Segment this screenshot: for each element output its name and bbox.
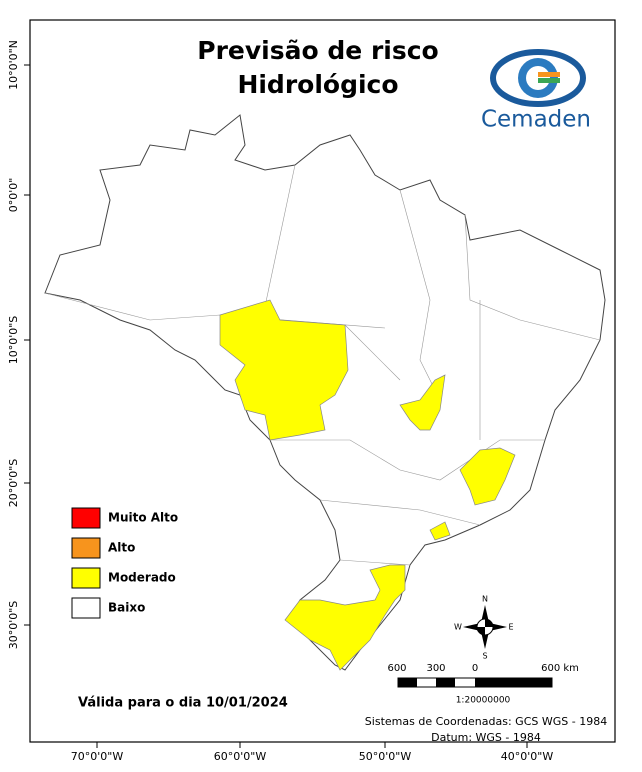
- lon-label: 40°0'0"W: [501, 750, 554, 763]
- compass-n: N: [482, 595, 488, 604]
- region-moderate: [399, 374, 446, 431]
- lon-label: 60°0'0"W: [214, 750, 267, 763]
- scale-label: 600: [387, 663, 406, 674]
- lat-label: 10°0'0"S: [7, 316, 20, 365]
- lat-label: 30°0'0"S: [7, 601, 20, 650]
- scale-ratio: 1:20000000: [456, 696, 511, 706]
- compass-w: W: [454, 623, 462, 632]
- lat-label: 20°0'0"S: [7, 459, 20, 508]
- title-line: Previsão de risco: [197, 36, 438, 65]
- legend-swatch: [71, 597, 101, 619]
- scale-bar: 600 300 0 600 km 1:20000000: [387, 663, 578, 706]
- moderate-regions: [219, 299, 516, 671]
- legend-swatch: [71, 567, 101, 589]
- region-moderate: [459, 447, 516, 506]
- scale-label: 0: [472, 663, 478, 674]
- datum: Datum: WGS - 1984: [431, 731, 541, 744]
- title-line: Hidrológico: [237, 70, 398, 99]
- lat-label: 0°0'0": [7, 178, 20, 213]
- legend-label: Baixo: [108, 601, 145, 615]
- lat-label: 10°0'0"N: [7, 40, 20, 90]
- compass-s: S: [482, 652, 487, 661]
- scale-label: 600 km: [541, 663, 579, 674]
- scale-label: 300: [426, 663, 445, 674]
- legend-swatch: [71, 537, 101, 559]
- lon-label: 50°0'0"W: [359, 750, 412, 763]
- lon-label: 70°0'0"W: [71, 750, 124, 763]
- legend-label: Alto: [108, 541, 135, 555]
- legend-label: Muito Alto: [108, 511, 178, 525]
- coord-system: Sistemas de Coordenadas: GCS WGS - 1984: [365, 715, 607, 728]
- compass: N S E W: [454, 595, 513, 661]
- legend-label: Moderado: [108, 571, 176, 585]
- legend-swatch: [71, 507, 101, 529]
- region-moderate: [219, 299, 349, 441]
- region-moderate: [284, 564, 406, 671]
- valid-date: Válida para o dia 10/01/2024: [78, 696, 288, 711]
- logo-text: Cemaden: [481, 107, 591, 133]
- logo: Cemaden: [481, 49, 591, 133]
- region-moderate: [429, 521, 451, 541]
- compass-e: E: [508, 623, 513, 632]
